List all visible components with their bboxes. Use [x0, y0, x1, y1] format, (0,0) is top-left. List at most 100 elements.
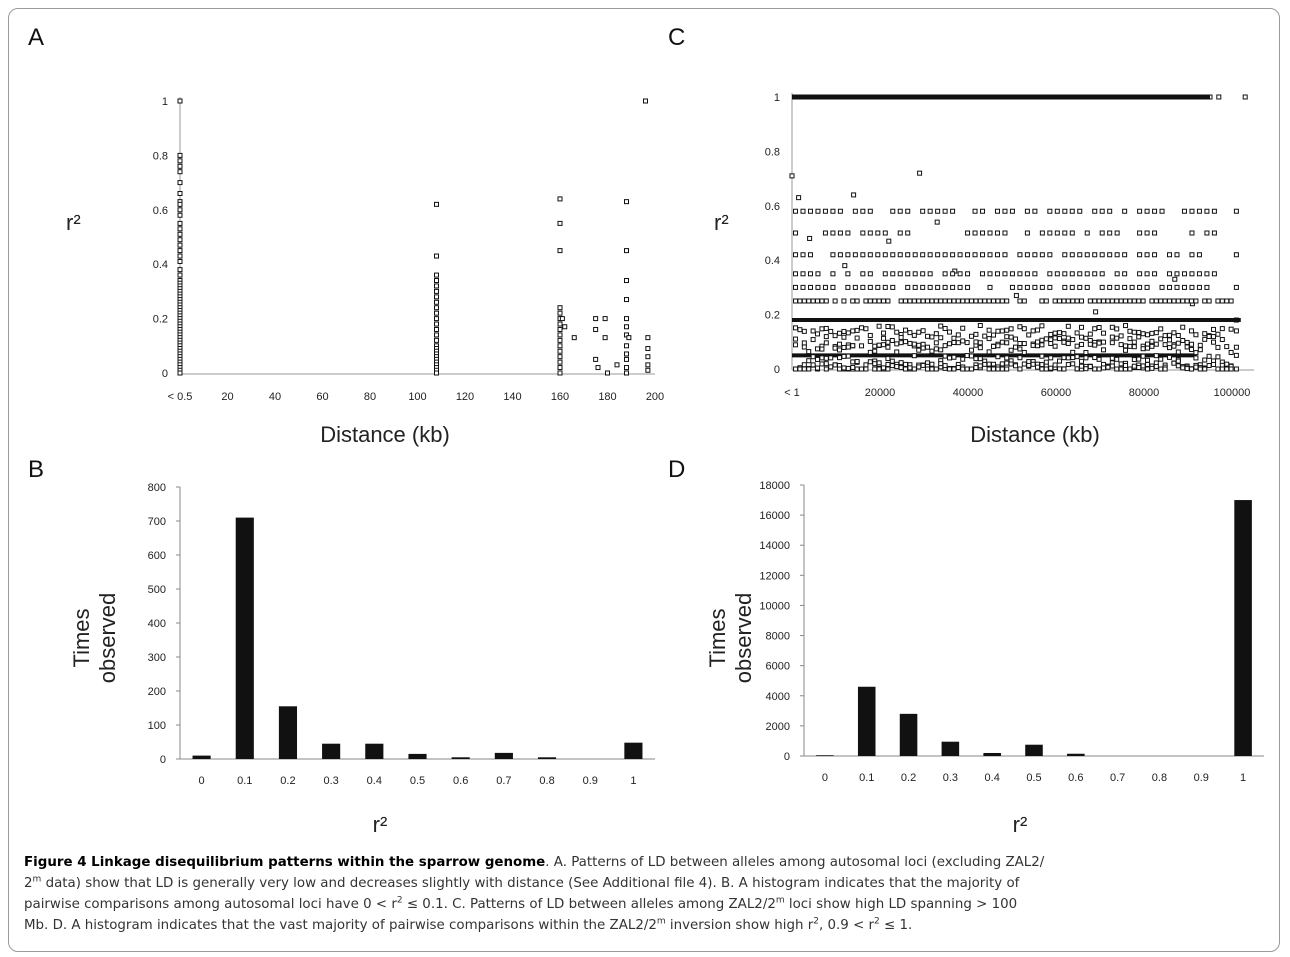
panel-a-point: [557, 354, 563, 360]
panel-c-point: [1008, 347, 1014, 353]
panel-a-xtick-label: 200: [646, 391, 664, 403]
panel-c-point: [1039, 284, 1045, 290]
panel-c-point: [845, 353, 851, 359]
panel-c-point: [1233, 252, 1239, 258]
panel-c-point: [1181, 208, 1187, 214]
panel-c-point: [1233, 366, 1239, 372]
panel-b-ytick-label: 100: [148, 720, 166, 732]
panel-c-point: [1211, 339, 1217, 345]
caption-sup-2: 2: [396, 895, 403, 906]
panel-c-point: [807, 235, 813, 241]
panel-a-point: [434, 288, 439, 294]
panel-c-point: [1118, 366, 1124, 372]
panel-c-point: [1137, 208, 1143, 214]
panel-a-point: [177, 237, 183, 243]
panel-letter-a: A: [28, 24, 45, 51]
panel-a-point: [624, 278, 629, 284]
panel-c-point: [920, 345, 926, 351]
panel-c-point: [1159, 284, 1165, 290]
panel-c-point: [972, 252, 978, 258]
panel-b-ytick-label: 300: [148, 652, 166, 664]
panel-c-point: [872, 348, 878, 354]
panel-c-point: [1109, 363, 1115, 369]
panel-c-point: [845, 252, 851, 258]
panel-b-xtick-label: 0.9: [583, 775, 598, 787]
panel-c-point: [912, 284, 918, 290]
panel-c-point: [881, 335, 887, 341]
panel-b-xtick-label: 0.1: [237, 775, 252, 787]
panel-c-point: [1204, 271, 1210, 277]
panel-a-point: [177, 152, 183, 158]
panel-c-point: [1004, 340, 1010, 346]
panel-c-point: [852, 252, 858, 258]
panel-d-ytick-label: 16000: [759, 510, 790, 522]
panel-c-point: [927, 252, 933, 258]
panel-c-point: [859, 343, 865, 349]
panel-c-point: [911, 341, 917, 347]
panel-c-point: [1211, 230, 1217, 236]
panel-a-point: [557, 220, 563, 226]
panel-c-point: [1061, 331, 1067, 337]
panel-c-point: [815, 331, 821, 337]
panel-c-point: [1002, 271, 1008, 277]
panel-c-point: [801, 328, 807, 334]
panel-c-point: [1184, 344, 1190, 350]
caption-text-2a: 2: [24, 876, 33, 891]
panel-c-point: [1070, 337, 1076, 343]
panel-c-point: [920, 328, 926, 334]
panel-c-point: [1062, 230, 1068, 236]
panel-c-point: [1114, 335, 1120, 341]
panel-c-point: [1175, 340, 1181, 346]
panel-c-point: [1162, 366, 1168, 372]
panel-c-point: [905, 252, 911, 258]
panel-c-point: [905, 208, 911, 214]
panel-c-point: [1228, 349, 1234, 355]
panel-b-bar: [451, 757, 470, 759]
panel-c-point: [972, 208, 978, 214]
panel-c-point: [1174, 284, 1180, 290]
panel-d-bar: [1234, 500, 1252, 756]
panel-d-xtick-label: 0.6: [1068, 772, 1083, 784]
panel-c-point: [927, 208, 933, 214]
panel-c-point: [793, 342, 799, 348]
panel-c-point: [957, 284, 963, 290]
panel-c-point: [1152, 208, 1158, 214]
panel-a-point: [434, 283, 439, 289]
panel-c-point: [1122, 284, 1128, 290]
panel-c-point: [911, 332, 917, 338]
panel-c-point: [1024, 271, 1030, 277]
panel-c-point: [800, 252, 806, 258]
panel-a-ytick-label: 0.6: [153, 205, 168, 217]
panel-c-point: [1047, 208, 1053, 214]
panel-c-point: [1047, 230, 1053, 236]
panel-c-point: [1017, 252, 1023, 258]
panel-c-point: [872, 361, 878, 367]
panel-c-point: [1024, 252, 1030, 258]
panel-c-point: [1228, 326, 1234, 332]
panel-b-ytick-label: 800: [148, 482, 166, 494]
panel-c-point: [960, 325, 966, 331]
panel-a-point: [434, 253, 439, 259]
panel-a-point: [624, 297, 629, 303]
panel-c-point: [1101, 347, 1107, 353]
panel-a-xtick-label: 140: [503, 391, 521, 403]
panel-c-point: [1172, 276, 1178, 282]
panel-c-point: [1054, 230, 1060, 236]
panel-c-point: [1024, 208, 1030, 214]
panel-c-point: [1069, 284, 1075, 290]
panel-c-xtick-label: 80000: [1129, 387, 1160, 399]
panel-b-ytick-label: 600: [148, 550, 166, 562]
panel-c-point: [1204, 284, 1210, 290]
panel-c-point: [1167, 354, 1173, 360]
panel-c-point: [822, 208, 828, 214]
panel-c-point: [889, 324, 895, 330]
panel-c-point: [1144, 208, 1150, 214]
panel-c-point: [828, 328, 834, 334]
panel-c-point: [1158, 326, 1164, 332]
panel-c-point: [1204, 208, 1210, 214]
panel-c-point: [886, 238, 892, 244]
panel-a-point: [434, 316, 439, 322]
panel-c-ytick-label: 0.6: [765, 201, 780, 213]
panel-c-point: [897, 208, 903, 214]
panel-c-point: [1048, 365, 1054, 371]
